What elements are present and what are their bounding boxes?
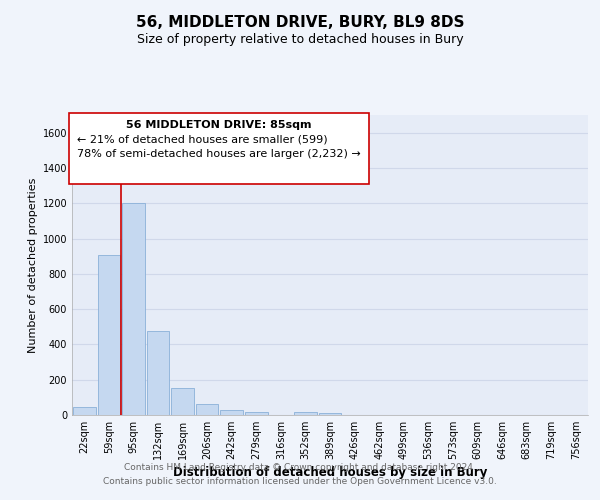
Bar	[294, 412, 317, 415]
X-axis label: Distribution of detached houses by size in Bury: Distribution of detached houses by size …	[173, 466, 487, 479]
Bar	[98, 256, 120, 415]
Text: 56 MIDDLETON DRIVE: 85sqm: 56 MIDDLETON DRIVE: 85sqm	[127, 120, 312, 130]
Text: Size of property relative to detached houses in Bury: Size of property relative to detached ho…	[137, 32, 463, 46]
Text: 78% of semi-detached houses are larger (2,232) →: 78% of semi-detached houses are larger (…	[77, 149, 361, 159]
Text: ← 21% of detached houses are smaller (599): ← 21% of detached houses are smaller (59…	[77, 135, 328, 145]
Y-axis label: Number of detached properties: Number of detached properties	[28, 178, 38, 352]
Bar	[146, 331, 169, 415]
Bar	[171, 388, 194, 415]
Bar	[73, 406, 95, 415]
Text: 56, MIDDLETON DRIVE, BURY, BL9 8DS: 56, MIDDLETON DRIVE, BURY, BL9 8DS	[136, 15, 464, 30]
Bar	[122, 203, 145, 415]
Bar	[245, 412, 268, 415]
Bar	[220, 410, 243, 415]
Text: Contains public sector information licensed under the Open Government Licence v3: Contains public sector information licen…	[103, 477, 497, 486]
Text: Contains HM Land Registry data © Crown copyright and database right 2024.: Contains HM Land Registry data © Crown c…	[124, 464, 476, 472]
Bar	[319, 413, 341, 415]
Bar	[196, 404, 218, 415]
